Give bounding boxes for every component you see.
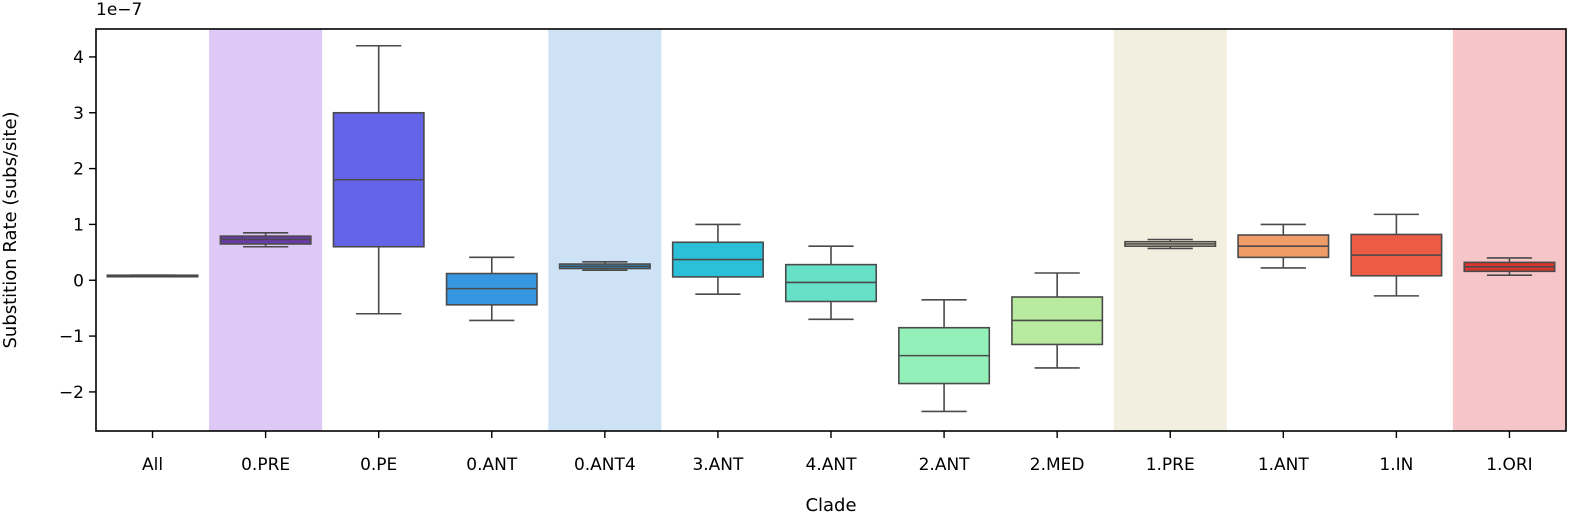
x-tick-label: 1.PRE bbox=[1146, 455, 1195, 475]
box-1-ori bbox=[1463, 257, 1556, 277]
box-all bbox=[106, 274, 199, 278]
highlight-band-0-pre bbox=[209, 29, 323, 431]
y-tick-label: 2 bbox=[73, 160, 84, 180]
box-3-ant bbox=[671, 223, 764, 296]
y-axis-title: Substition Rate (subs/site) bbox=[0, 111, 21, 348]
box-0-ant4 bbox=[558, 261, 651, 272]
x-tick-label: 2.MED bbox=[1030, 455, 1085, 475]
x-tick-label: 4.ANT bbox=[806, 455, 858, 475]
box-series bbox=[106, 44, 1556, 413]
box-1-in bbox=[1350, 213, 1443, 297]
y-tick-label: 4 bbox=[73, 48, 84, 68]
y-offset-text: 1e−7 bbox=[96, 0, 142, 20]
y-tick-label: 0 bbox=[73, 271, 84, 291]
box-1-ant bbox=[1237, 223, 1330, 269]
box-0-pre bbox=[219, 231, 312, 248]
y-tick-label: −1 bbox=[59, 327, 84, 347]
box-0-pe bbox=[332, 44, 425, 315]
x-tick-label: 1.ORI bbox=[1486, 455, 1532, 475]
x-axis-ticks: All 0.PRE 0.PE 0.ANT 0.ANT4 3.ANT 4.ANT 2.ANT 2.… bbox=[142, 431, 1533, 475]
x-tick-label: 0.ANT bbox=[466, 455, 518, 475]
x-tick-label: 2.ANT bbox=[919, 455, 971, 475]
highlight-band-0-ant4 bbox=[548, 29, 662, 431]
y-axis-ticks: −2 −1 0 1 2 3 4 bbox=[59, 48, 96, 403]
box-4-ant bbox=[784, 245, 878, 321]
x-tick-label: 1.IN bbox=[1379, 455, 1413, 475]
box-2-med bbox=[1011, 272, 1104, 369]
x-tick-label: 3.ANT bbox=[692, 455, 744, 475]
y-tick-label: −2 bbox=[59, 383, 84, 403]
y-tick-label: 3 bbox=[73, 104, 84, 124]
x-tick-label: All bbox=[142, 455, 163, 475]
y-tick-label: 1 bbox=[73, 215, 84, 235]
highlight-band-1-ori bbox=[1452, 29, 1566, 431]
x-tick-label: 0.ANT4 bbox=[574, 455, 636, 475]
x-tick-label: 0.PRE bbox=[241, 455, 290, 475]
highlight-band-1-pre bbox=[1113, 29, 1227, 431]
x-tick-label: 0.PE bbox=[360, 455, 397, 475]
box-0-ant bbox=[445, 256, 538, 322]
box-1-pre bbox=[1124, 238, 1217, 250]
x-axis-title: Clade bbox=[805, 495, 856, 516]
x-tick-label: 1.ANT bbox=[1258, 455, 1310, 475]
highlight-bands bbox=[209, 29, 1566, 431]
box-2-ant bbox=[898, 298, 991, 413]
